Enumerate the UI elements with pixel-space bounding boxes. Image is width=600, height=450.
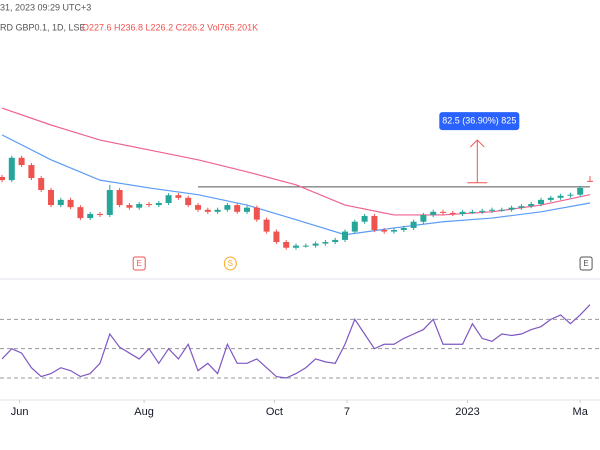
candle-body: [106, 190, 113, 215]
candle-body: [430, 211, 437, 215]
candle-body: [351, 221, 358, 232]
candle-body: [508, 207, 515, 210]
x-tick-label: Oct: [266, 406, 283, 418]
candle-body: [322, 242, 329, 244]
candle-body: [410, 221, 417, 228]
rsi-line: [1, 304, 591, 379]
candle-body: [342, 231, 348, 240]
candle-body: [547, 197, 554, 200]
candle-body: [224, 205, 231, 210]
candle-body: [0, 177, 5, 181]
candle-body: [234, 205, 241, 212]
candle-body: [332, 239, 339, 242]
candle-body: [244, 207, 250, 212]
annotation-box: [439, 112, 520, 131]
candle-body: [67, 199, 74, 208]
event-label: E: [583, 259, 588, 268]
event-label: S: [228, 259, 233, 268]
candle-body: [440, 211, 446, 213]
header-ohlc: O227.6 H236.8 L226.2 C226.2 Vol765.201K: [82, 22, 258, 32]
candle-body: [400, 227, 407, 231]
candle-body: [577, 187, 584, 195]
candle-body: [263, 219, 270, 232]
candle-body: [273, 231, 280, 242]
candle-body: [557, 195, 564, 198]
candle-body: [8, 157, 15, 181]
candle-body: [498, 209, 505, 211]
candle-body: [28, 165, 35, 179]
candle-body: [293, 245, 299, 248]
candle-body: [479, 210, 486, 212]
candle-body: [371, 216, 378, 231]
candle-body: [185, 197, 192, 206]
candle-body: [449, 212, 456, 214]
arrow-head: [469, 139, 485, 148]
candle-body: [136, 204, 143, 208]
x-tick-label: Aug: [134, 406, 154, 418]
candle-body: [489, 209, 495, 211]
x-tick-label: Ma: [573, 406, 589, 418]
event-marker: [579, 256, 593, 271]
candle-body: [459, 211, 466, 214]
candle-body: [195, 205, 201, 210]
candle-body: [38, 178, 45, 190]
candle-body: [528, 204, 535, 207]
candle-body: [538, 199, 544, 205]
candle-body: [175, 195, 182, 198]
candle-body: [48, 190, 54, 206]
event-label: E: [137, 259, 142, 268]
event-marker: [223, 256, 237, 271]
candle-body: [87, 213, 94, 219]
candle-body: [518, 206, 525, 208]
candle-body: [77, 207, 84, 219]
moving-average: [1, 134, 591, 236]
candle-body: [361, 216, 368, 222]
x-tick-label: 2023: [455, 406, 479, 418]
candle-body: [302, 245, 309, 247]
candle-body: [420, 214, 427, 222]
candle-body: [312, 243, 319, 246]
candle-body: [204, 209, 211, 212]
candle-body: [126, 205, 133, 208]
candle-body: [165, 195, 172, 203]
candle-body: [116, 190, 123, 206]
candle-body: [469, 211, 476, 213]
annotation-label: 82.5 (36.90%) 825: [442, 115, 516, 125]
event-marker: [132, 256, 146, 271]
candle-body: [253, 207, 260, 220]
candle-body: [18, 157, 25, 166]
x-tick-label: Jun: [11, 406, 29, 418]
candle-body: [391, 230, 397, 232]
candle-body: [567, 194, 574, 196]
candle-body: [214, 209, 221, 212]
candle-body: [587, 180, 593, 182]
candle-body: [97, 213, 103, 215]
x-tick-label: 7: [344, 406, 350, 418]
candle-body: [283, 242, 290, 248]
header-symbol: RD GBP0.1, 1D, LSE: [0, 22, 86, 32]
candle-body: [146, 204, 152, 206]
candle-body: [155, 203, 162, 206]
candle-body: [381, 230, 388, 232]
header-time: 31, 2023 09:29 UTC+3: [0, 2, 91, 12]
candle-body: [57, 199, 64, 206]
